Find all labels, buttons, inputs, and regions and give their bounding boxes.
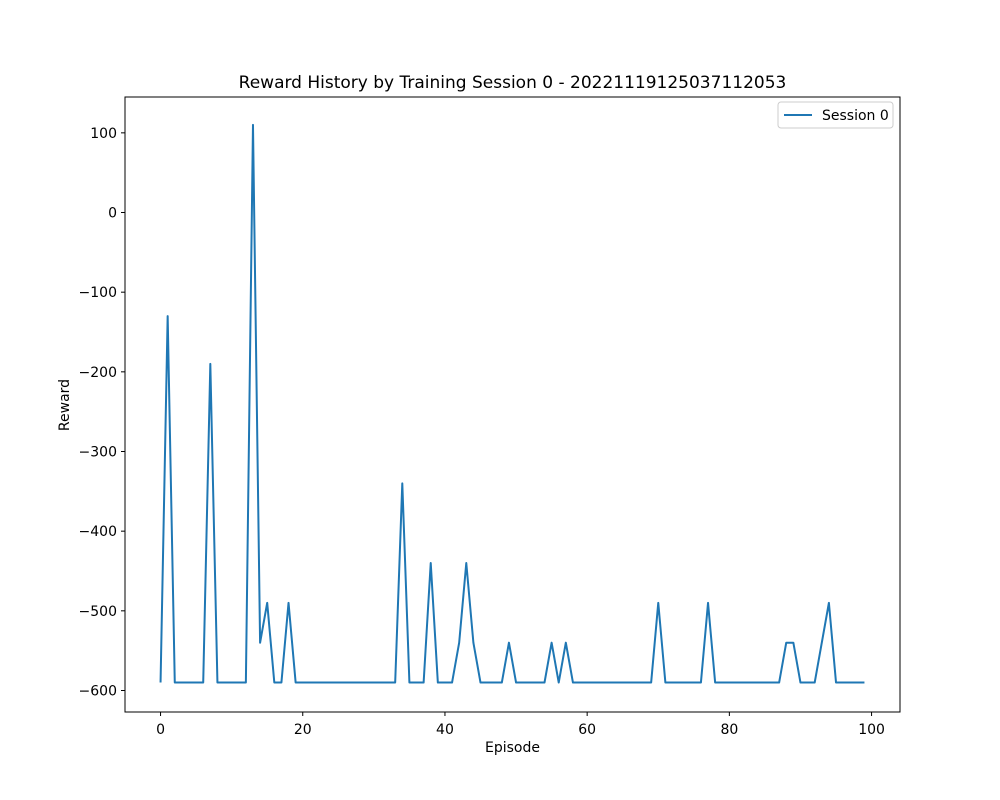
y-tick-label: −500 bbox=[79, 604, 117, 620]
x-tick-label: 0 bbox=[156, 722, 165, 738]
series-line-session-0 bbox=[159, 123, 865, 684]
y-tick-label: −300 bbox=[79, 445, 117, 461]
y-tick-label: −100 bbox=[79, 285, 117, 301]
plot-background bbox=[125, 97, 900, 712]
chart-title: Reward History by Training Session 0 - 2… bbox=[239, 73, 787, 93]
plot-frame bbox=[124, 96, 901, 713]
x-tick-label: 20 bbox=[294, 722, 312, 738]
y-tick-label: 0 bbox=[108, 206, 117, 222]
x-tick-label: 60 bbox=[578, 722, 596, 738]
y-tick-label: −400 bbox=[79, 524, 117, 540]
x-tick-label: 80 bbox=[720, 722, 738, 738]
legend: Session 0 bbox=[777, 101, 894, 129]
x-tick-label: 100 bbox=[858, 722, 885, 738]
x-axis-title: Episode bbox=[485, 740, 540, 756]
y-tick-label: 100 bbox=[90, 126, 117, 142]
legend-box bbox=[777, 101, 894, 129]
plot-area bbox=[124, 96, 901, 713]
y-tick-label: −600 bbox=[79, 683, 117, 699]
y-axis-ticks: 100 0 −100 −200 −300 −400 −500 −600 bbox=[79, 126, 125, 699]
legend-label-session-0: Session 0 bbox=[822, 108, 889, 124]
x-tick-label: 40 bbox=[436, 722, 454, 738]
y-tick-label: −200 bbox=[79, 365, 117, 381]
x-axis-ticks: 0 20 40 60 80 100 bbox=[156, 712, 885, 738]
y-axis-title: Reward bbox=[57, 379, 73, 431]
